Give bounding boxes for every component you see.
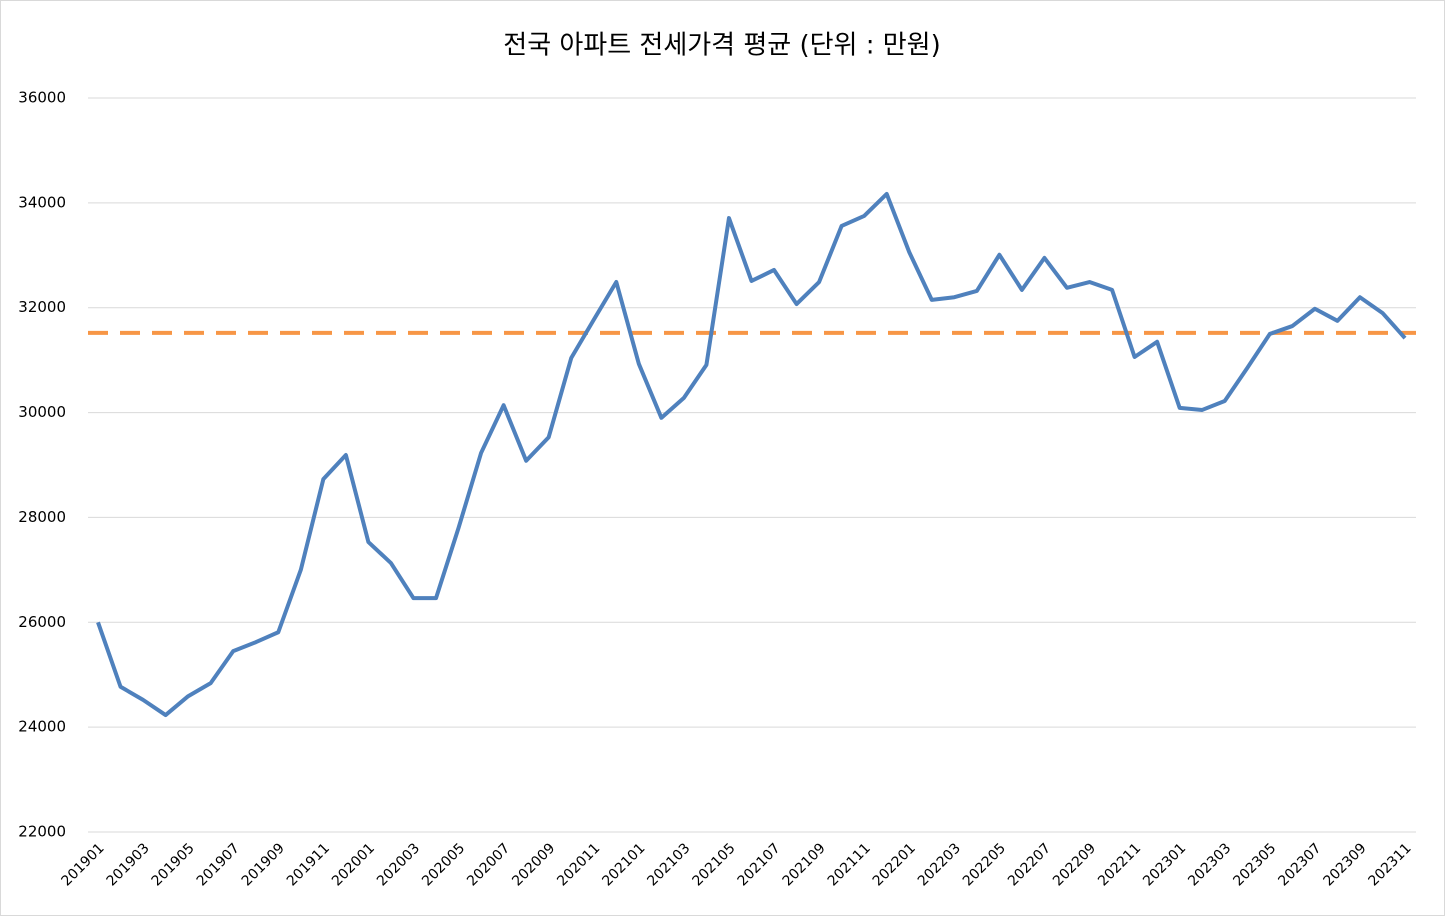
chart-title: 전국 아파트 전세가격 평균 (단위 : 만원) [503, 31, 940, 61]
y-tick-label: 24000 [18, 718, 66, 736]
y-tick-label: 30000 [18, 403, 66, 421]
y-tick-label: 34000 [18, 193, 66, 211]
y-tick-label: 36000 [18, 89, 66, 107]
y-tick-label: 32000 [18, 298, 66, 316]
y-tick-label: 22000 [18, 823, 66, 841]
data-line [96, 191, 1407, 718]
y-tick-label: 26000 [18, 613, 66, 631]
y-tick-label: 28000 [18, 508, 66, 526]
